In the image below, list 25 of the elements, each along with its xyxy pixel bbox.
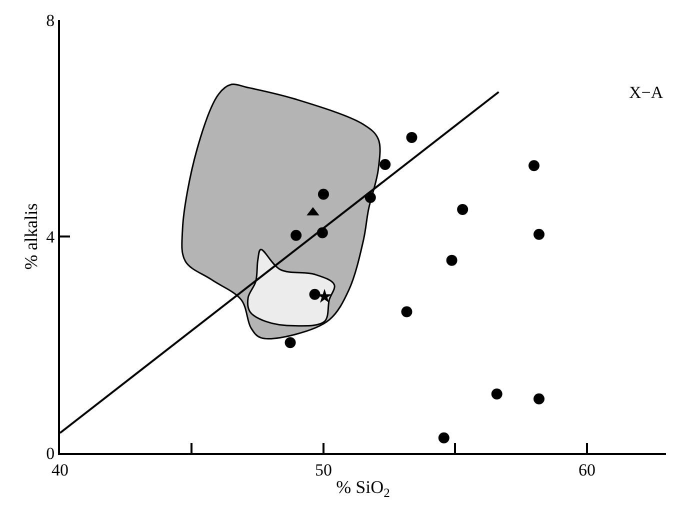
- point: [534, 228, 544, 240]
- x-axis-title: % SiO$_{2}$: [336, 477, 390, 500]
- point: [438, 432, 450, 444]
- point: [401, 306, 412, 318]
- y-tick-label: 0: [46, 444, 55, 463]
- point: [318, 188, 329, 200]
- point: [446, 254, 458, 266]
- point: [309, 288, 320, 300]
- point: [380, 159, 391, 170]
- point: [290, 230, 302, 241]
- y-tick-label: 4: [46, 227, 56, 246]
- point: [316, 227, 328, 238]
- annotation: X−A: [629, 83, 664, 102]
- point: [457, 204, 468, 215]
- point: [406, 132, 418, 143]
- point: [491, 388, 502, 400]
- point: [528, 160, 540, 172]
- point: [364, 192, 376, 204]
- y-axis-title: % alkalis: [20, 203, 41, 270]
- x-tick-label: 40: [52, 460, 68, 480]
- y-tick-label: 8: [46, 10, 55, 30]
- x-tick-label: 60: [578, 460, 596, 480]
- x-tick-label: 50: [314, 460, 332, 480]
- point: [534, 393, 544, 404]
- point: [284, 337, 296, 348]
